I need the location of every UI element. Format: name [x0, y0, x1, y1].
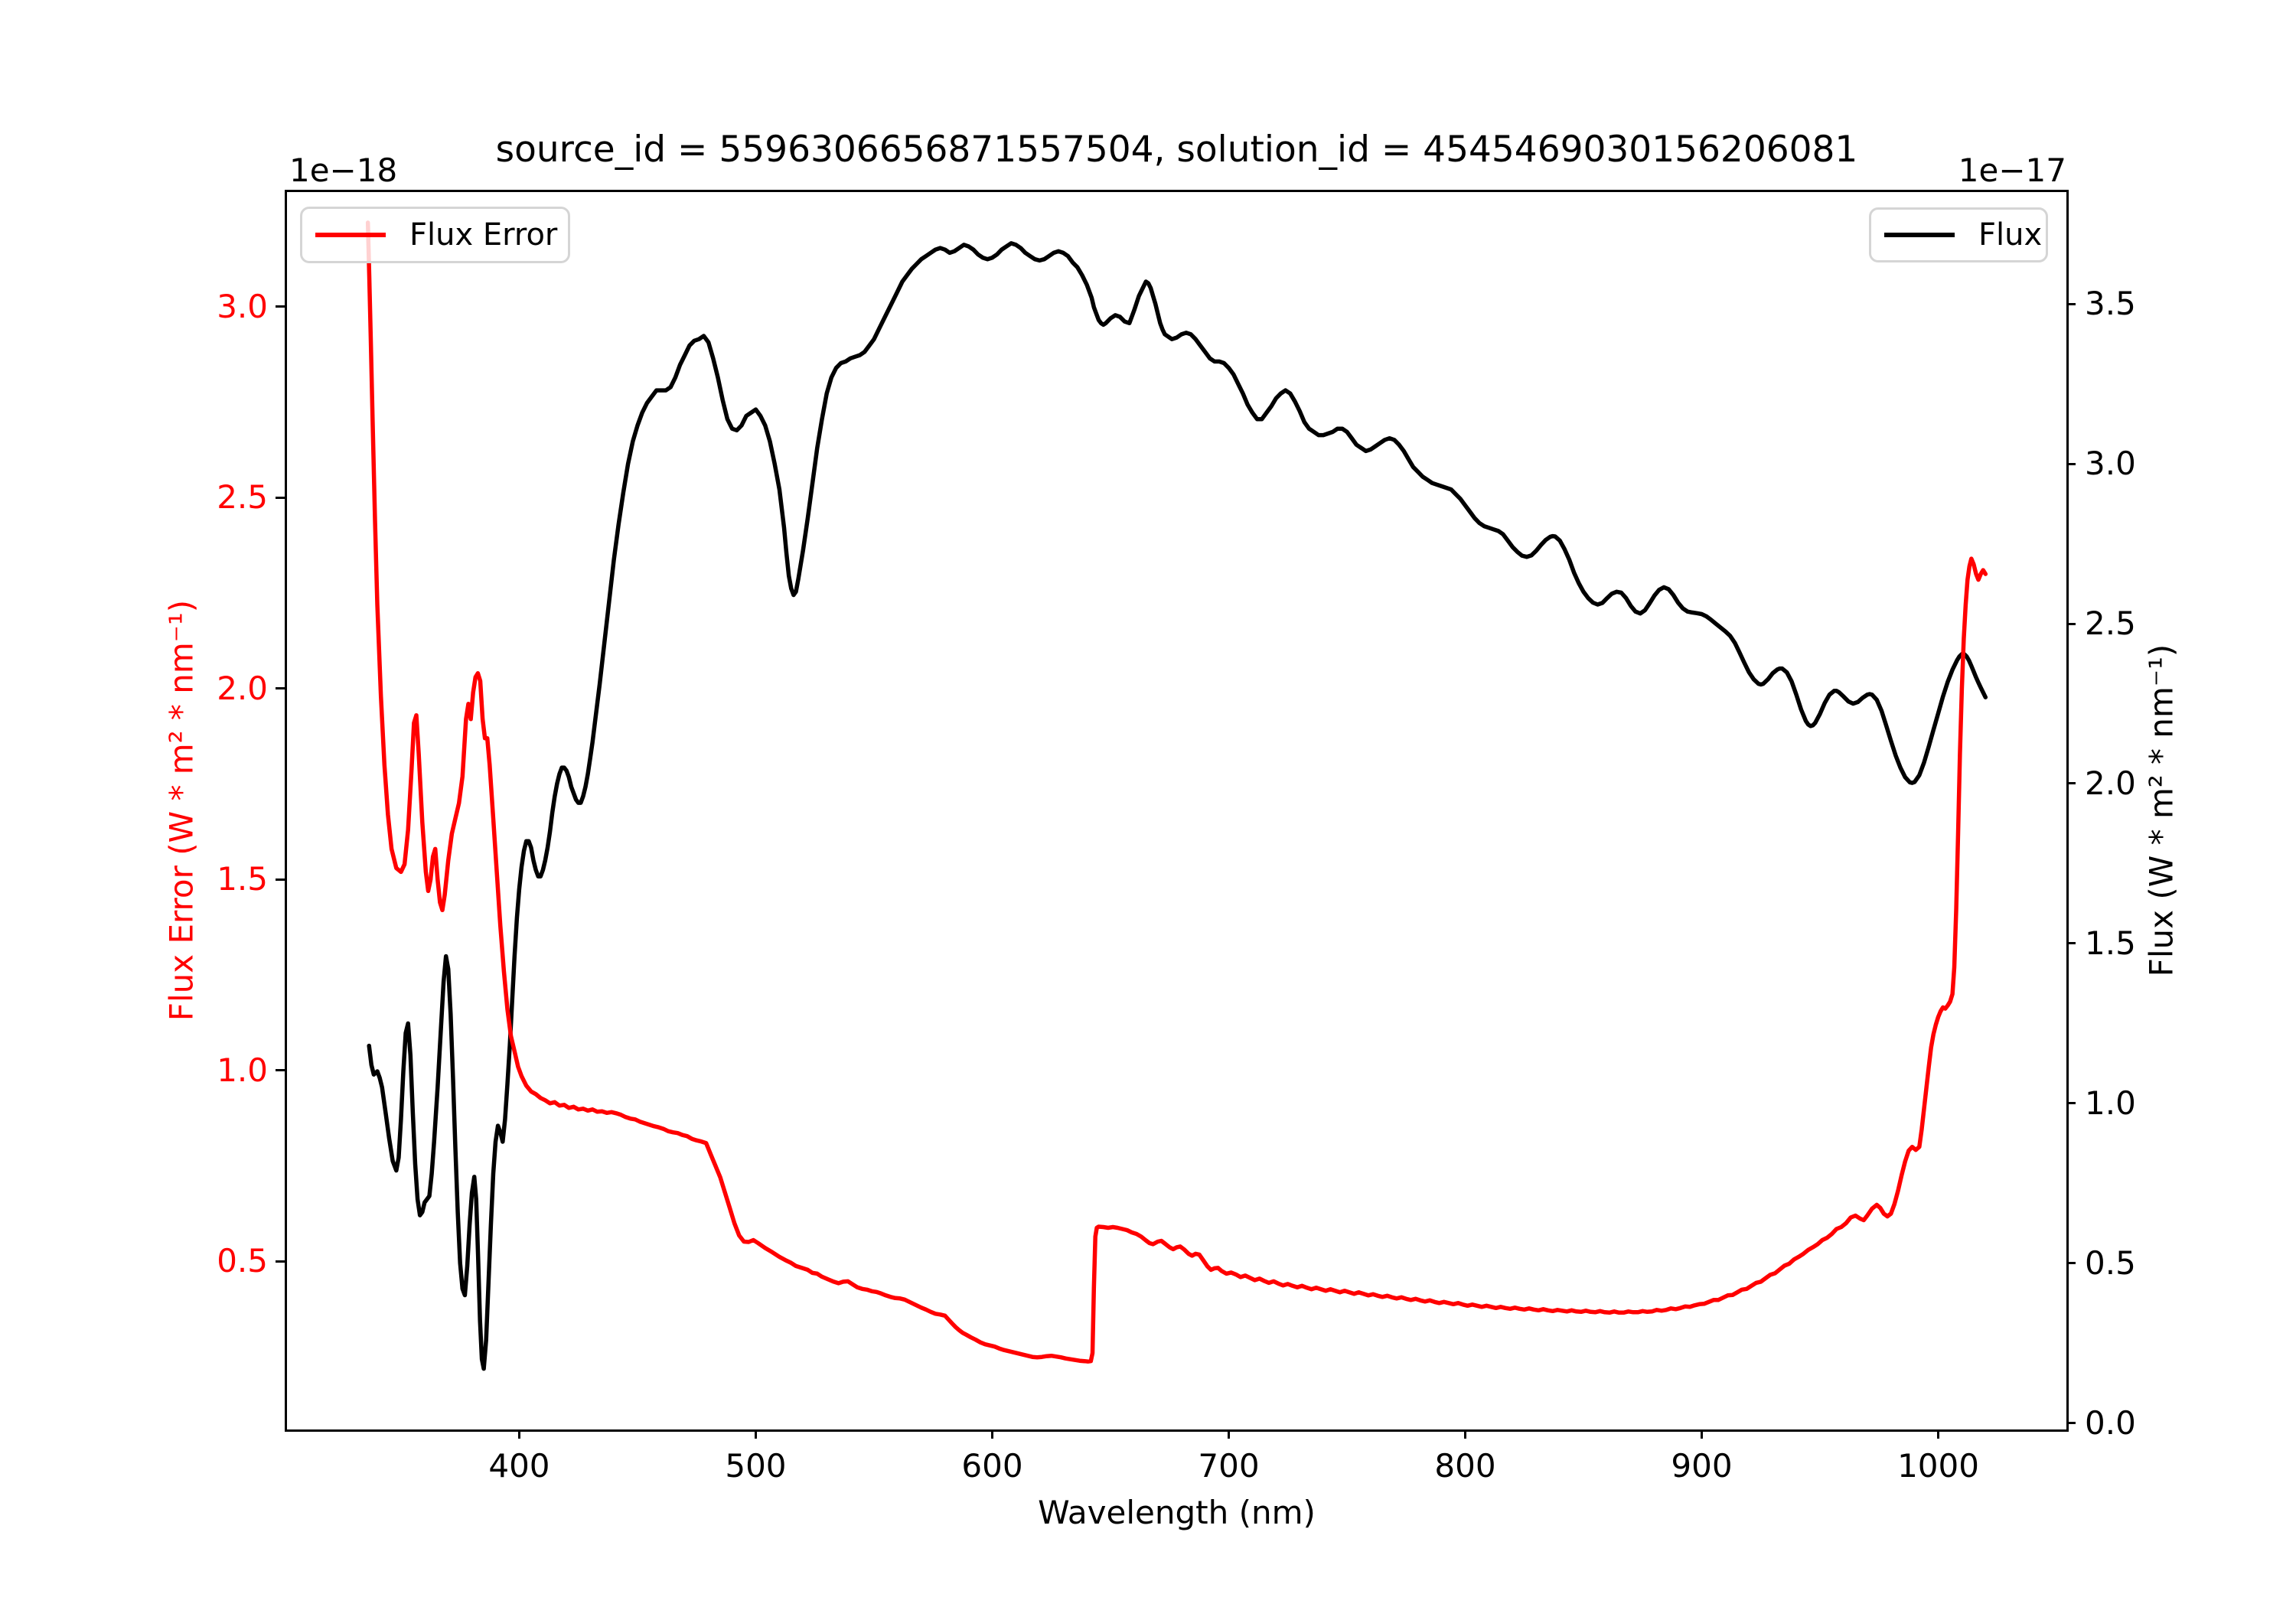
x-tick-mark — [1937, 1429, 1940, 1439]
right-y-tick-label: 2.0 — [2085, 764, 2136, 802]
right-y-tick-mark — [2066, 1422, 2076, 1425]
right-y-tick-label: 0.0 — [2085, 1403, 2136, 1442]
x-axis-label: Wavelength (nm) — [1038, 1494, 1316, 1531]
x-tick-label: 400 — [488, 1447, 550, 1485]
x-tick-label: 900 — [1671, 1447, 1733, 1485]
right-y-tick-mark — [2066, 782, 2076, 785]
x-tick-label: 800 — [1434, 1447, 1496, 1485]
x-tick-label: 700 — [1198, 1447, 1260, 1485]
right-y-tick-label: 1.0 — [2085, 1084, 2136, 1122]
left-y-tick-mark — [276, 496, 285, 499]
legend-flux-label: Flux — [1978, 217, 2043, 253]
x-tick-label: 1000 — [1897, 1447, 1979, 1485]
legend-flux: Flux — [1869, 207, 2048, 262]
right-axis-offset-text: 1e−17 — [1958, 152, 2066, 189]
x-tick-mark — [517, 1429, 520, 1439]
right-y-tick-label: 1.5 — [2085, 924, 2136, 962]
left-y-tick-mark — [276, 687, 285, 690]
x-tick-label: 500 — [725, 1447, 787, 1485]
left-y-tick-label: 2.5 — [217, 478, 268, 517]
flux-error-curve — [365, 220, 1988, 1364]
left-y-tick-label: 1.0 — [217, 1051, 268, 1089]
right-y-tick-mark — [2066, 302, 2076, 305]
right-y-tick-label: 0.5 — [2085, 1244, 2136, 1282]
right-y-axis-label: Flux (W * m² * nm⁻¹) — [2142, 644, 2180, 977]
x-tick-mark — [990, 1429, 993, 1439]
left-y-tick-label: 1.5 — [217, 860, 268, 898]
x-tick-mark — [1701, 1429, 1703, 1439]
x-tick-mark — [754, 1429, 757, 1439]
left-y-tick-mark — [276, 1260, 285, 1263]
flux-curve — [367, 241, 1988, 1371]
right-y-tick-label: 3.0 — [2085, 445, 2136, 483]
left-y-tick-mark — [276, 305, 285, 308]
x-tick-mark — [1227, 1429, 1230, 1439]
x-tick-label: 600 — [961, 1447, 1023, 1485]
chart-title: source_id = 5596306656871557504, solutio… — [495, 129, 1858, 171]
right-y-tick-mark — [2066, 462, 2076, 465]
left-y-tick-label: 2.0 — [217, 669, 268, 707]
left-axis-offset-text: 1e−18 — [289, 152, 398, 189]
right-y-tick-mark — [2066, 1102, 2076, 1105]
legend-flux-error-label: Flux Error — [409, 217, 558, 253]
left-y-tick-mark — [276, 1069, 285, 1072]
right-y-tick-mark — [2066, 1262, 2076, 1265]
right-y-tick-label: 2.5 — [2085, 605, 2136, 643]
flux-error-line-sample — [315, 233, 386, 237]
plot-svg — [365, 220, 1988, 1371]
left-y-axis-label: Flux Error (W * m² * nm⁻¹) — [162, 599, 201, 1022]
legend-flux-error: Flux Error — [300, 207, 570, 263]
flux-line-sample — [1884, 233, 1955, 237]
plot-area — [285, 190, 2069, 1432]
right-y-tick-label: 3.5 — [2085, 285, 2136, 323]
right-y-tick-mark — [2066, 622, 2076, 625]
left-y-tick-mark — [276, 878, 285, 881]
right-y-tick-mark — [2066, 942, 2076, 945]
left-y-tick-label: 3.0 — [217, 287, 268, 325]
left-y-tick-label: 0.5 — [217, 1242, 268, 1280]
x-tick-mark — [1463, 1429, 1466, 1439]
